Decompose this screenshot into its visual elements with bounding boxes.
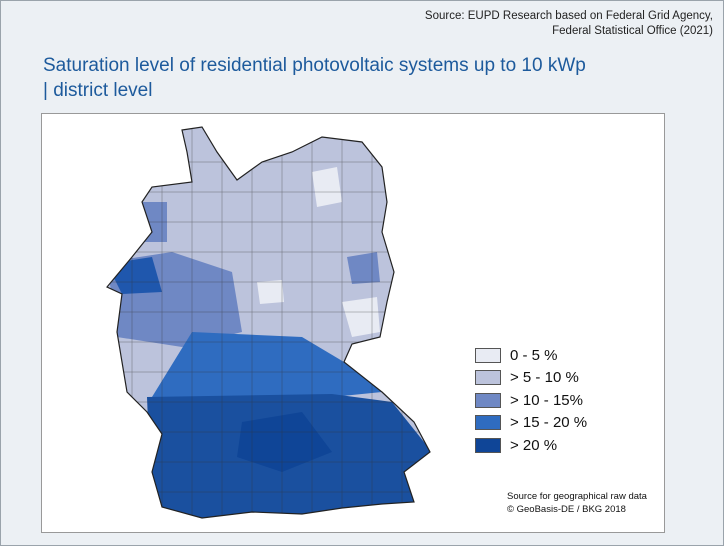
legend-item: > 5 - 10 % [475,367,587,390]
geo-source-line-1: Source for geographical raw data [507,491,647,502]
region-10-15 [347,252,380,284]
legend-label: > 5 - 10 % [510,369,579,387]
legend-label: > 20 % [510,436,558,454]
source-note: Source: EUPD Research based on Federal G… [425,9,713,39]
map-frame: 0 - 5 % > 5 - 10 % > 10 - 15% > 15 - 20 … [41,113,665,533]
source-line-1: Source: EUPD Research based on Federal G… [424,10,713,22]
legend-item: > 15 - 20 % [475,412,587,435]
legend-item: 0 - 5 % [475,344,587,367]
legend-swatch [475,370,501,386]
germany-district-map [106,126,431,519]
legend-item: > 20 % [475,434,587,457]
district-borders [107,127,430,518]
region-0-5 [342,297,380,337]
legend-swatch [475,347,501,363]
legend-swatch [475,437,501,453]
region-0-5 [312,167,342,207]
geo-source-note: Source for geographical raw data © GeoBa… [507,490,647,516]
page-title: Saturation level of residential photovol… [43,53,703,103]
region-middle-15-20 [152,332,382,402]
legend-label: > 10 - 15% [510,391,583,409]
region-bavaria-gt20 [237,412,332,472]
geo-source-line-2: © GeoBasis-DE / BKG 2018 [507,504,626,515]
title-line-1: Saturation level of residential photovol… [43,55,586,76]
legend-swatch [475,415,501,431]
legend-item: > 10 - 15% [475,389,587,412]
source-line-2: Federal Statistical Office (2021) [552,25,713,37]
region-0-5 [257,280,284,304]
legend-swatch [475,392,501,408]
legend: 0 - 5 % > 5 - 10 % > 10 - 15% > 15 - 20 … [475,344,587,457]
legend-label: > 15 - 20 % [510,414,588,432]
title-line-2: | district level [43,80,153,101]
legend-label: 0 - 5 % [510,346,558,364]
